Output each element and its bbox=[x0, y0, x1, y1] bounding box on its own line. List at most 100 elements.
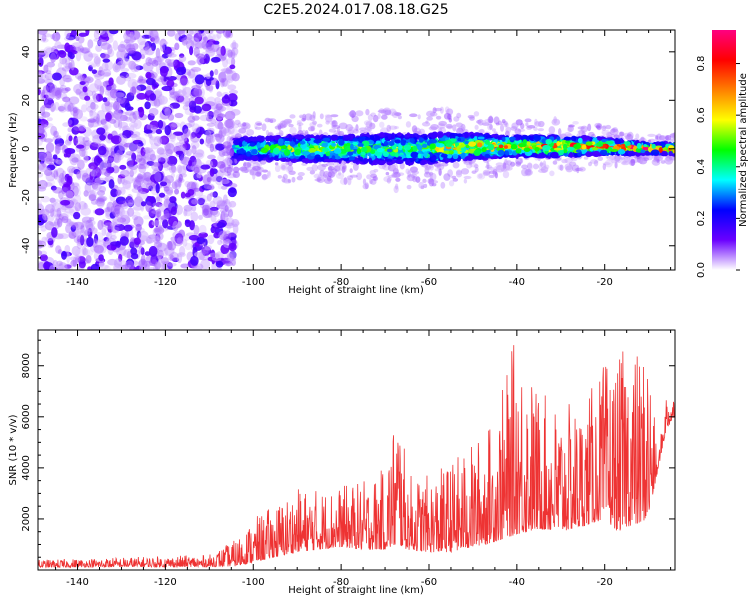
spectrogram-cell bbox=[120, 44, 126, 49]
spectrogram-cell bbox=[106, 231, 113, 240]
spectrogram-cell bbox=[148, 30, 154, 40]
spectrogram-cell bbox=[588, 161, 593, 167]
spectrogram-cell bbox=[129, 86, 137, 96]
spectrogram-cell bbox=[120, 67, 130, 72]
spectrogram-cell bbox=[406, 174, 416, 182]
spectrogram-cell bbox=[122, 180, 132, 190]
spectrogram-cell bbox=[220, 126, 227, 137]
spectrogram-cell bbox=[183, 128, 190, 139]
spectrogram-cell bbox=[112, 40, 119, 51]
spectrogram-cell bbox=[116, 149, 124, 158]
spectrogram-cell bbox=[122, 116, 130, 122]
spectrogram-cell bbox=[378, 160, 386, 166]
spectrogram-cell bbox=[484, 153, 491, 159]
spectrogram-cell bbox=[150, 181, 158, 192]
spectrogram-cell bbox=[104, 60, 114, 71]
spectrogram-cell bbox=[137, 35, 146, 46]
spectrogram-cell bbox=[280, 123, 284, 129]
spectrogram-cell bbox=[155, 183, 160, 194]
spectrogram-cell bbox=[82, 140, 93, 147]
spectrogram-cell bbox=[133, 216, 144, 227]
spectrogram-cell bbox=[80, 73, 86, 82]
spectrogram-cell bbox=[319, 113, 324, 120]
spectrogram-cell bbox=[146, 182, 152, 189]
spectrogram-cell bbox=[157, 136, 167, 145]
spectrogram-cell bbox=[163, 189, 173, 194]
spectrogram-cell bbox=[39, 71, 47, 81]
spectrogram-cell bbox=[487, 166, 495, 171]
spectrogram-cell bbox=[113, 100, 120, 111]
spectrogram-cell bbox=[265, 129, 270, 136]
spectrogram-cell bbox=[282, 173, 288, 180]
spectrogram-marks bbox=[38, 30, 675, 270]
spectrogram-cell bbox=[46, 61, 56, 68]
spectrogram-cell bbox=[209, 70, 214, 77]
spectrogram-cell bbox=[585, 151, 593, 158]
spectrogram-cell bbox=[126, 250, 132, 259]
spectrogram-cell bbox=[52, 136, 61, 141]
spectrogram-cell bbox=[156, 250, 163, 260]
spectrogram-cell bbox=[154, 55, 165, 63]
spectrogram-cell bbox=[150, 235, 161, 242]
spectrogram-cell bbox=[218, 71, 227, 83]
spectrogram-cell bbox=[71, 245, 81, 256]
spectrogram-cell bbox=[222, 209, 227, 221]
spectrogram-cell bbox=[452, 161, 460, 169]
spectrogram-cell bbox=[238, 141, 243, 148]
spectrogram-cell bbox=[140, 254, 146, 266]
spectrogram-cell bbox=[99, 85, 105, 96]
spectrogram-cell bbox=[180, 263, 190, 269]
spectrogram-cell bbox=[138, 157, 147, 166]
spectrogram-cell bbox=[143, 147, 153, 154]
spectrogram-cell bbox=[57, 233, 69, 240]
spectrogram-cell bbox=[57, 249, 63, 255]
spectrogram-cell bbox=[202, 250, 208, 257]
spectrogram-cell bbox=[131, 152, 137, 162]
spectrogram-cell bbox=[261, 123, 267, 132]
spectrogram-cell bbox=[215, 260, 224, 268]
spectrogram-cell bbox=[208, 127, 215, 134]
spectrogram-cell bbox=[38, 186, 47, 192]
spectrogram-cell bbox=[157, 157, 166, 165]
spectrogram-cell bbox=[58, 50, 67, 58]
spectrogram-cell bbox=[150, 233, 157, 242]
spectrogram-cell bbox=[192, 88, 203, 97]
spectrogram-cell bbox=[70, 224, 77, 232]
spectrogram-cell bbox=[502, 170, 510, 179]
spectrogram-cell bbox=[58, 177, 65, 187]
spectrogram-cell bbox=[90, 263, 100, 270]
spectrogram-cell bbox=[261, 174, 268, 181]
spectrogram-cell bbox=[94, 208, 105, 216]
spectrogram-cell bbox=[218, 257, 226, 262]
spectrogram-cell bbox=[193, 46, 200, 57]
spectrogram-cell bbox=[141, 34, 152, 39]
spectrogram-cell bbox=[524, 169, 534, 176]
spectrogram-cell bbox=[56, 260, 63, 267]
spectrogram-cell bbox=[84, 182, 95, 194]
spectrogram-cell bbox=[58, 106, 67, 113]
spectrogram-cell bbox=[122, 199, 131, 207]
spectrogram-cell bbox=[664, 135, 672, 141]
spectrogram-cell bbox=[167, 262, 177, 267]
spectrogram-cell bbox=[131, 51, 142, 61]
spectrogram-cell bbox=[77, 159, 85, 170]
spectrogram-cell bbox=[191, 68, 199, 77]
spectrogram-cell bbox=[211, 256, 222, 261]
spectrogram-cell bbox=[557, 149, 564, 156]
spectrogram-cell bbox=[358, 156, 364, 162]
spectrogram-cell bbox=[186, 181, 197, 192]
spectrogram-cell bbox=[355, 110, 364, 117]
spectrogram-cell bbox=[72, 108, 84, 120]
spectrogram-cell bbox=[144, 101, 151, 110]
spectrogram-cell bbox=[526, 125, 533, 130]
spectrogram-cell bbox=[89, 142, 99, 151]
spectrogram-cell bbox=[135, 265, 142, 270]
spectrogram-cell bbox=[119, 40, 126, 52]
spectrogram-cell bbox=[201, 103, 212, 112]
spectrogram-cell bbox=[170, 236, 176, 241]
spectrogram-cell bbox=[153, 98, 161, 108]
spectrogram-cell bbox=[227, 187, 237, 198]
spectrogram-cell bbox=[599, 149, 608, 156]
spectrogram-cell bbox=[69, 256, 79, 261]
spectrogram-cell bbox=[227, 51, 238, 59]
